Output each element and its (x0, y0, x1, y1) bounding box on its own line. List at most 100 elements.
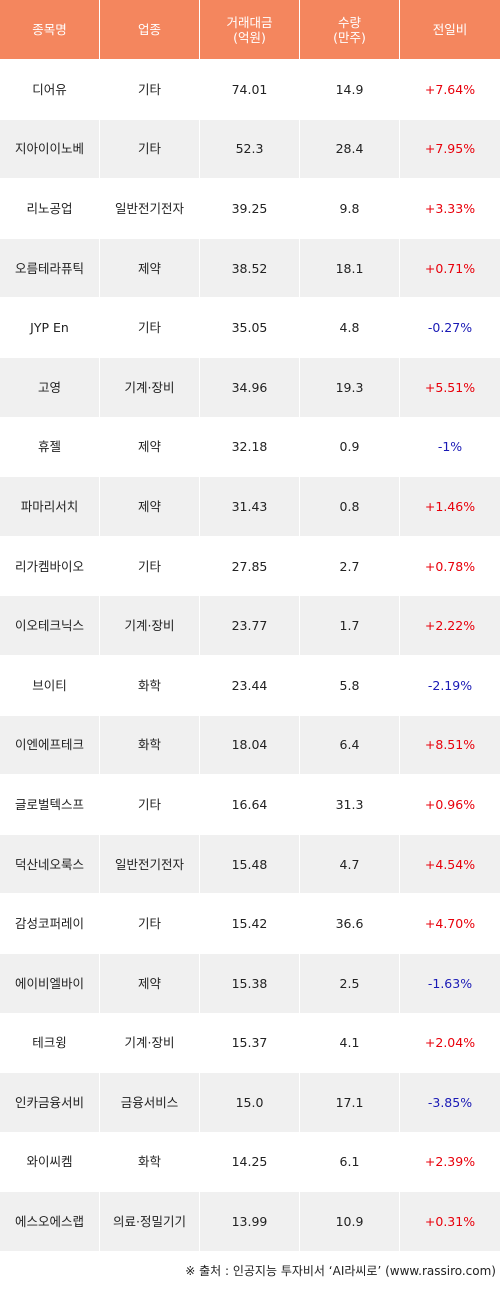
source-footnote: ※ 출처 : 인공지능 투자비서 ‘AI라씨로’ (www.rassiro.co… (185, 1263, 496, 1278)
trade-amount: 15.0 (200, 1073, 300, 1132)
sector: 제약 (100, 953, 200, 1013)
table-row: 리노공업 일반전기전자 39.25 9.8 +3.33% (0, 179, 500, 239)
sector: 화학 (100, 715, 200, 775)
stock-name: 파마리서치 (0, 477, 100, 536)
trade-amount: 27.85 (200, 536, 300, 596)
trade-amount: 15.38 (200, 953, 300, 1013)
trade-amount: 15.42 (200, 894, 300, 953)
trade-volume: 31.3 (300, 775, 400, 834)
table-row: 오름테라퓨틱 제약 38.52 18.1 +0.71% (0, 238, 500, 299)
stock-name: 브이티 (0, 655, 100, 715)
stock-name: 지아이이노베 (0, 119, 100, 179)
table-row: 이오테크닉스 기계·장비 23.77 1.7 +2.22% (0, 596, 500, 656)
stock-name: 글로벌텍스프 (0, 775, 100, 834)
trade-amount: 31.43 (200, 477, 300, 536)
sector: 기계·장비 (100, 1013, 200, 1073)
table-row: 인카금융서비 금융서비스 15.0 17.1 -3.85% (0, 1073, 500, 1133)
change-rate: +7.95% (424, 141, 476, 157)
sector: 기타 (100, 536, 200, 596)
sector: 의료·정밀기기 (100, 1192, 200, 1251)
sector: 일반전기전자 (100, 834, 200, 894)
stock-name: 리노공업 (0, 179, 100, 238)
header-volume: 수량 (만주) (300, 0, 400, 59)
table-header: 종목명 업종 거래대금 (억원) 수량 (만주) 전일비 (0, 0, 500, 60)
sector: 제약 (100, 238, 200, 298)
trade-volume: 0.8 (300, 477, 400, 536)
header-amount: 거래대금 (억원) (200, 0, 300, 59)
table-row: 에스오에스랩 의료·정밀기기 13.99 10.9 +0.31% (0, 1192, 500, 1252)
trade-amount: 39.25 (200, 179, 300, 238)
stock-name: 덕산네오룩스 (0, 834, 100, 894)
change-rate: +3.33% (424, 200, 476, 216)
trade-amount: 23.44 (200, 655, 300, 715)
sector: 기타 (100, 60, 200, 119)
trade-amount: 35.05 (200, 298, 300, 357)
table-row: 디어유 기타 74.01 14.9 +7.64% (0, 60, 500, 120)
stock-name: 리가켐바이오 (0, 536, 100, 596)
trade-amount: 16.64 (200, 775, 300, 834)
trade-amount: 15.48 (200, 834, 300, 894)
trade-amount: 38.52 (200, 238, 300, 298)
stock-name: 휴젤 (0, 417, 100, 477)
sector: 기타 (100, 775, 200, 834)
header-volume-label: 수량 (337, 14, 361, 30)
sector: 기타 (100, 298, 200, 357)
trade-amount: 52.3 (200, 119, 300, 179)
sector: 일반전기전자 (100, 179, 200, 238)
trade-volume: 6.4 (300, 715, 400, 775)
trade-amount: 23.77 (200, 596, 300, 655)
change-rate: +2.04% (424, 1035, 476, 1051)
header-amount-label: 거래대금 (226, 14, 273, 30)
trade-volume: 0.9 (300, 417, 400, 477)
stock-name: 와이씨켐 (0, 1132, 100, 1192)
table-row: 글로벌텍스프 기타 16.64 31.3 +0.96% (0, 775, 500, 835)
table-row: 고영 기계·장비 34.96 19.3 +5.51% (0, 357, 500, 418)
trade-amount: 14.25 (200, 1132, 300, 1192)
trade-amount: 13.99 (200, 1192, 300, 1251)
sector: 기타 (100, 119, 200, 179)
sector: 기계·장비 (100, 596, 200, 655)
sector: 화학 (100, 1132, 200, 1192)
sector: 제약 (100, 477, 200, 536)
change-rate: -1% (437, 439, 463, 455)
trade-volume: 14.9 (300, 60, 400, 119)
sector: 제약 (100, 417, 200, 477)
change-rate: +0.31% (424, 1214, 476, 1230)
table-row: 리가켐바이오 기타 27.85 2.7 +0.78% (0, 536, 500, 597)
sector: 화학 (100, 655, 200, 715)
trade-volume: 18.1 (300, 238, 400, 298)
change-rate: +0.78% (424, 558, 476, 574)
table-row: 테크윙 기계·장비 15.37 4.1 +2.04% (0, 1013, 500, 1074)
trade-volume: 5.8 (300, 655, 400, 715)
trade-amount: 18.04 (200, 715, 300, 775)
stock-name: 이엔에프테크 (0, 715, 100, 775)
trade-amount: 34.96 (200, 357, 300, 417)
trade-volume: 9.8 (300, 179, 400, 238)
trade-volume: 1.7 (300, 596, 400, 655)
change-rate: +5.51% (424, 379, 476, 395)
trade-volume: 36.6 (300, 894, 400, 953)
header-name: 종목명 (0, 0, 100, 59)
change-rate: -3.85% (427, 1094, 473, 1110)
sector: 금융서비스 (100, 1073, 200, 1132)
trade-volume: 19.3 (300, 357, 400, 417)
header-volume-unit: (만주) (333, 29, 366, 45)
trade-volume: 10.9 (300, 1192, 400, 1251)
table-row: 덕산네오룩스 일반전기전자 15.48 4.7 +4.54% (0, 834, 500, 895)
trade-volume: 2.5 (300, 953, 400, 1013)
table-body: 디어유 기타 74.01 14.9 +7.64% 지아이이노베 기타 52.3 28.4 +7.9… (0, 60, 500, 1252)
change-rate: -2.19% (427, 677, 473, 693)
change-rate: -1.63% (427, 975, 473, 991)
change-rate: +0.71% (424, 260, 476, 276)
table-row: 파마리서치 제약 31.43 0.8 +1.46% (0, 477, 500, 537)
table-row: JYP En 기타 35.05 4.8 -0.27% (0, 298, 500, 358)
table-row: 지아이이노베 기타 52.3 28.4 +7.95% (0, 119, 500, 180)
change-rate: +4.70% (424, 916, 476, 932)
stock-name: 오름테라퓨틱 (0, 238, 100, 298)
trade-volume: 28.4 (300, 119, 400, 179)
trade-volume: 17.1 (300, 1073, 400, 1132)
stock-name: 감성코퍼레이 (0, 894, 100, 953)
table-row: 브이티 화학 23.44 5.8 -2.19% (0, 655, 500, 716)
change-rate: +2.39% (424, 1154, 476, 1170)
stock-name: 이오테크닉스 (0, 596, 100, 655)
